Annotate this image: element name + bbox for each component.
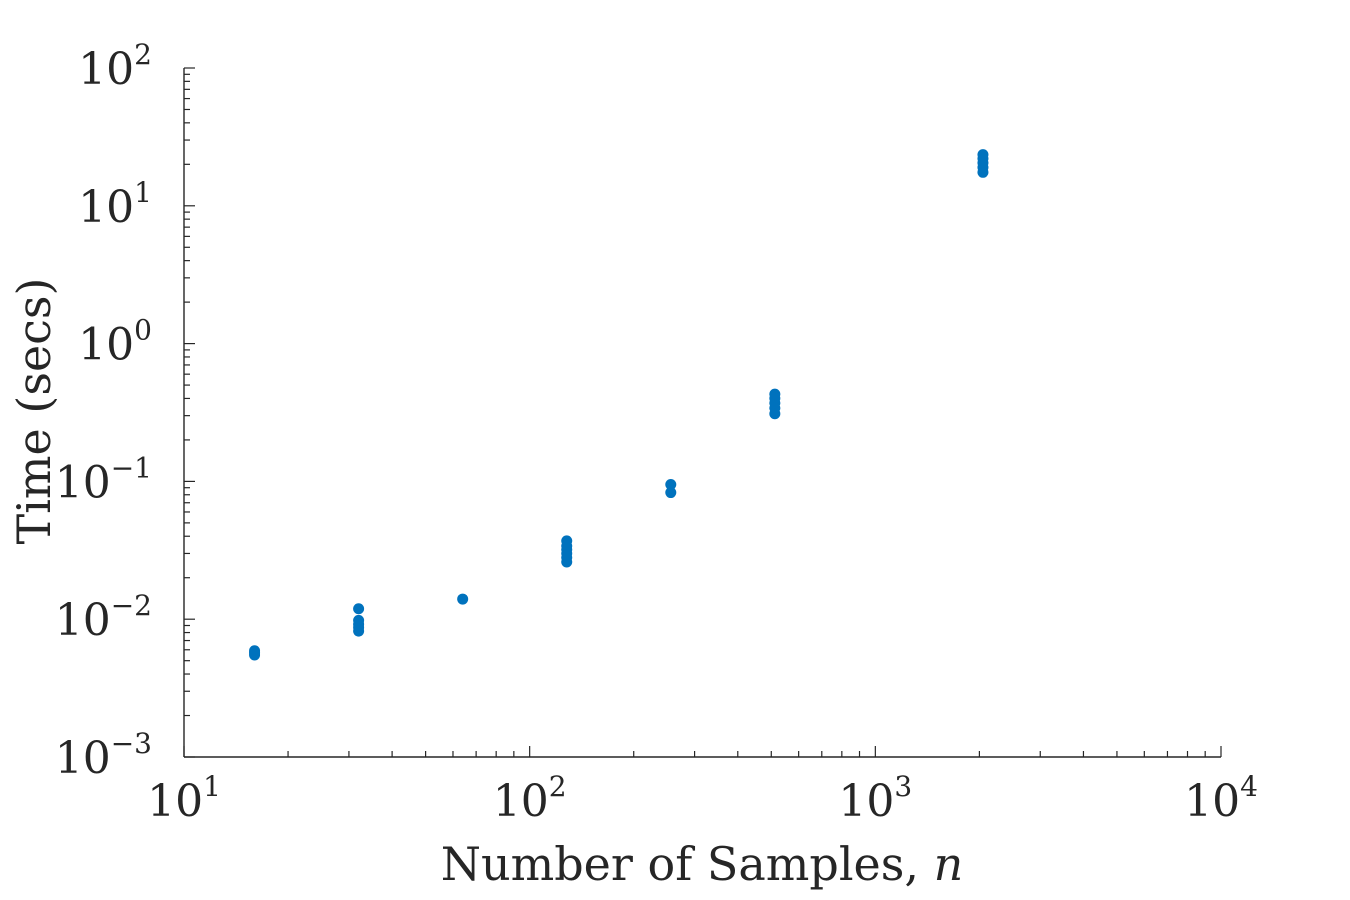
x-axis-title: Number of Samples, n	[441, 837, 964, 891]
axes	[183, 68, 1221, 758]
y-tick-labels: 10−3 10−2 10−1 100 101 102	[55, 38, 152, 784]
data-point	[769, 388, 781, 400]
data-points	[249, 149, 989, 661]
y-tick-label: 10−2	[55, 589, 152, 646]
x-tick-label: 104	[1184, 770, 1258, 827]
x-tick-label: 101	[147, 770, 221, 827]
x-tick-labels: 101 102 103 104	[147, 770, 1258, 827]
y-tick-label: 10−1	[55, 451, 152, 508]
data-point	[561, 535, 573, 547]
data-point	[665, 478, 677, 490]
data-point	[665, 487, 677, 499]
data-point	[353, 603, 365, 615]
x-tick-label: 102	[493, 770, 567, 827]
y-tick-label: 101	[78, 176, 152, 233]
minor-ticks	[183, 67, 1222, 758]
y-tick-label: 102	[78, 38, 152, 95]
y-axis-title: Time (secs)	[7, 278, 61, 545]
data-point	[457, 593, 469, 605]
y-tick-label: 10−3	[55, 727, 152, 784]
y-tick-label: 100	[78, 314, 152, 371]
data-point	[249, 645, 261, 657]
x-tick-label: 103	[838, 770, 912, 827]
data-point	[977, 149, 989, 161]
data-point	[353, 614, 365, 626]
